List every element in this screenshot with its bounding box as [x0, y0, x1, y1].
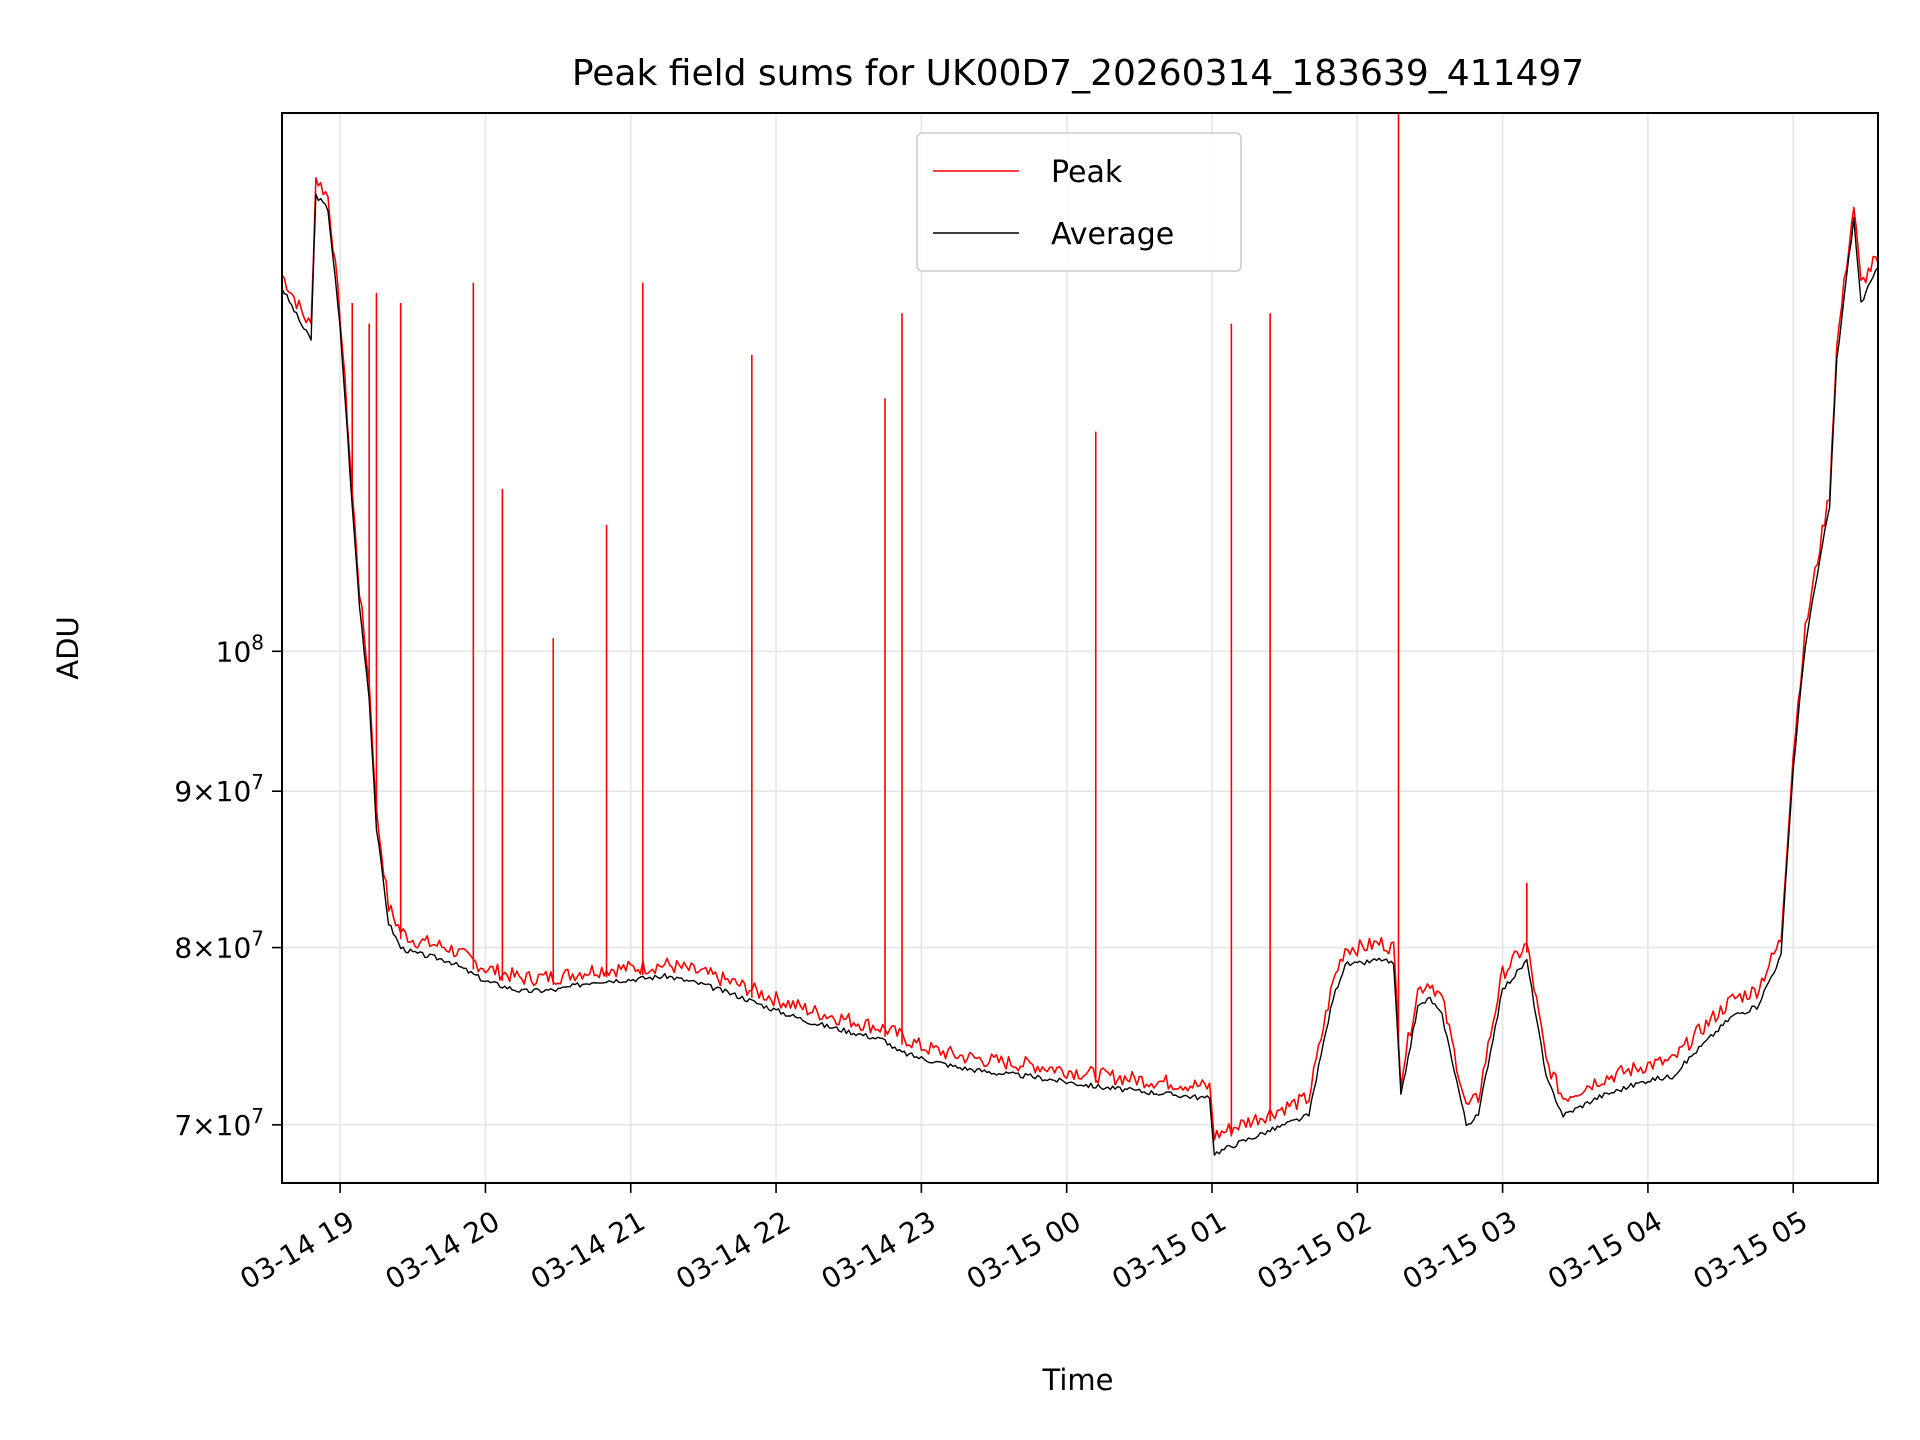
x-axis-title: Time [1042, 1363, 1114, 1397]
y-tick-label: 7×107 [174, 1104, 264, 1142]
legend-label: Average [1051, 217, 1174, 252]
plot-area [282, 113, 1878, 1156]
grid [282, 113, 1878, 1183]
plot-frame [281, 112, 1879, 1184]
legend-box [916, 132, 1242, 272]
y-tick-label: 9×107 [174, 770, 264, 808]
series-layer [282, 113, 1878, 1156]
chart-title: Peak field sums for UK00D7_20260314_1836… [572, 53, 1584, 94]
y-axis-title: ADU [51, 616, 85, 679]
legend-label: Peak [1051, 155, 1123, 190]
legend: Peak Average [916, 132, 1242, 272]
y-tick-label: 108 [216, 630, 264, 668]
series-line-average [282, 193, 1878, 1156]
y-tick-label: 8×107 [174, 927, 264, 965]
series-line-peak [282, 177, 1878, 1141]
y-axis: 7×107 8×107 9×107 108 [174, 630, 282, 1142]
